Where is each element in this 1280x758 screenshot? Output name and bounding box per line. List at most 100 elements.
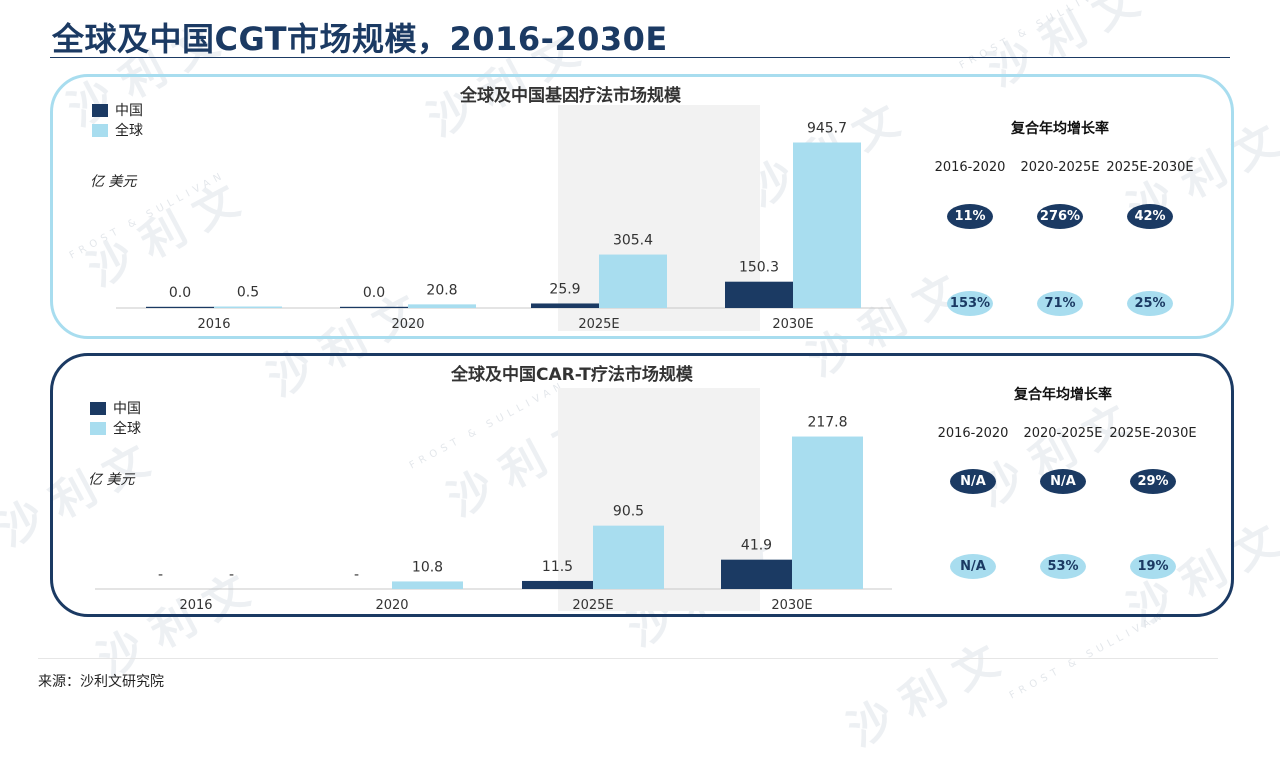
cagr-global-badge: 71% (1037, 291, 1083, 316)
cagr-china-badge: N/A (1040, 469, 1086, 494)
source-note: 来源：沙利文研究院 (38, 674, 164, 690)
bar-china (531, 303, 599, 308)
legend-label-china: 中国 (113, 401, 141, 417)
data-label: 25.9 (549, 281, 580, 297)
bar-china (340, 306, 408, 308)
x-tick-label: 2020 (391, 317, 424, 332)
legend-item-china: 中国 (90, 398, 141, 418)
data-label: - (158, 567, 163, 583)
bar-global (593, 525, 664, 589)
car-t-panel (50, 353, 1234, 617)
legend-label-global: 全球 (115, 123, 143, 139)
cagr-period: 2016-2020 (937, 426, 1009, 441)
cagr-cell: 25% (1105, 291, 1195, 316)
legend-item-china: 中国 (92, 100, 143, 120)
cagr-global-badge: 53% (1040, 554, 1086, 579)
bar-china (725, 281, 793, 308)
data-label: 305.4 (613, 233, 653, 249)
legend-item-global: 全球 (90, 418, 141, 438)
x-tick-label: 2016 (179, 598, 212, 613)
data-label: 90.5 (613, 504, 644, 520)
car-t-bar-chart: - - 2016 - 10.8 2020 11.5 90.5 2025E 41.9 217.8 203… (95, 388, 892, 613)
cagr-global-badge: 153% (947, 291, 993, 316)
cagr-period-row: 2016-2020 2020-2025E 2025E-2030E (928, 426, 1198, 441)
cagr-cell: N/A (1018, 469, 1108, 494)
cagr-cell: 276% (1015, 204, 1105, 229)
data-label: 0.5 (237, 285, 259, 301)
legend-swatch-china (90, 401, 106, 415)
legend-label-china: 中国 (115, 103, 143, 119)
title-divider (50, 57, 1230, 58)
data-label: 945.7 (807, 121, 847, 137)
cagr-global-badge: 25% (1127, 291, 1173, 316)
cagr-cell: 71% (1015, 291, 1105, 316)
x-tick-label: 2016 (197, 317, 230, 332)
cagr-cell: 153% (925, 291, 1015, 316)
bar-china (522, 580, 593, 589)
gene-therapy-panel (50, 74, 1234, 339)
cagr-period: 2020-2025E (1023, 426, 1103, 441)
bar-global (392, 581, 463, 589)
data-label: 41.9 (741, 538, 772, 554)
cagr-cell: 11% (925, 204, 1015, 229)
gene-therapy-legend: 中国 全球 (92, 100, 143, 140)
cagr-cell: N/A (928, 469, 1018, 494)
cagr-cell: 29% (1108, 469, 1198, 494)
cagr-title: 复合年均增长率 (1014, 387, 1112, 403)
data-label: - (229, 567, 234, 583)
cagr-global-row: 153% 71% 25% (925, 291, 1195, 316)
data-label: 11.5 (542, 559, 573, 575)
legend-swatch-global (92, 123, 108, 137)
bar-global (599, 254, 667, 308)
cagr-china-badge: N/A (950, 469, 996, 494)
gene-therapy-bar-chart: 0.0 0.5 2016 0.0 20.8 2020 25.9 305.4 2025E 150.3… (116, 105, 891, 332)
cagr-china-row: N/A N/A 29% (928, 469, 1198, 494)
car-t-legend: 中国 全球 (90, 398, 141, 438)
cagr-china-badge: 42% (1127, 204, 1173, 229)
bar-global (793, 142, 861, 308)
data-label: 150.3 (739, 260, 779, 276)
gene-therapy-unit-label: 亿 美元 (90, 174, 137, 190)
bar-global (408, 304, 476, 308)
bar-china (721, 559, 792, 589)
cagr-china-badge: 276% (1037, 204, 1083, 229)
cagr-period-row: 2016-2020 2020-2025E 2025E-2030E (925, 160, 1195, 175)
car-t-chart-title: 全球及中国CAR-T疗法市场规模 (451, 365, 693, 385)
x-tick-label: 2020 (375, 598, 408, 613)
gene-therapy-chart-title: 全球及中国基因疗法市场规模 (460, 86, 681, 106)
data-label: - (354, 567, 359, 583)
cagr-title: 复合年均增长率 (1011, 121, 1109, 137)
gene-therapy-cagr-table: 复合年均增长率 2016-2020 2020-2025E 2025E-2030E… (925, 118, 1195, 316)
data-label: 217.8 (807, 415, 847, 431)
cagr-china-row: 11% 276% 42% (925, 204, 1195, 229)
cagr-global-badge: 19% (1130, 554, 1176, 579)
x-tick-label: 2025E (572, 598, 613, 613)
data-label: 10.8 (412, 559, 443, 575)
cagr-period: 2016-2020 (934, 160, 1006, 175)
legend-item-global: 全球 (92, 120, 143, 140)
x-tick-label: 2030E (772, 317, 813, 332)
cagr-cell: 53% (1018, 554, 1108, 579)
cagr-period: 2025E-2030E (1106, 160, 1194, 175)
cagr-cell: N/A (928, 554, 1018, 579)
footer-divider (38, 658, 1218, 659)
legend-swatch-china (92, 103, 108, 117)
cagr-global-row: N/A 53% 19% (928, 554, 1198, 579)
bar-global (214, 306, 282, 308)
data-label: 0.0 (169, 285, 191, 301)
car-t-unit-label: 亿 美元 (88, 472, 135, 488)
cagr-period: 2020-2025E (1020, 160, 1100, 175)
bar-china (146, 306, 214, 308)
bar-global (792, 436, 863, 589)
data-label: 20.8 (426, 282, 457, 298)
x-tick-label: 2030E (771, 598, 812, 613)
cagr-china-badge: 11% (947, 204, 993, 229)
page-title: 全球及中国CGT市场规模，2016-2030E (52, 20, 668, 58)
legend-label-global: 全球 (113, 421, 141, 437)
cagr-cell: 19% (1108, 554, 1198, 579)
cagr-global-badge: N/A (950, 554, 996, 579)
data-label: 0.0 (363, 285, 385, 301)
cagr-period: 2025E-2030E (1109, 426, 1197, 441)
cagr-cell: 42% (1105, 204, 1195, 229)
legend-swatch-global (90, 421, 106, 435)
